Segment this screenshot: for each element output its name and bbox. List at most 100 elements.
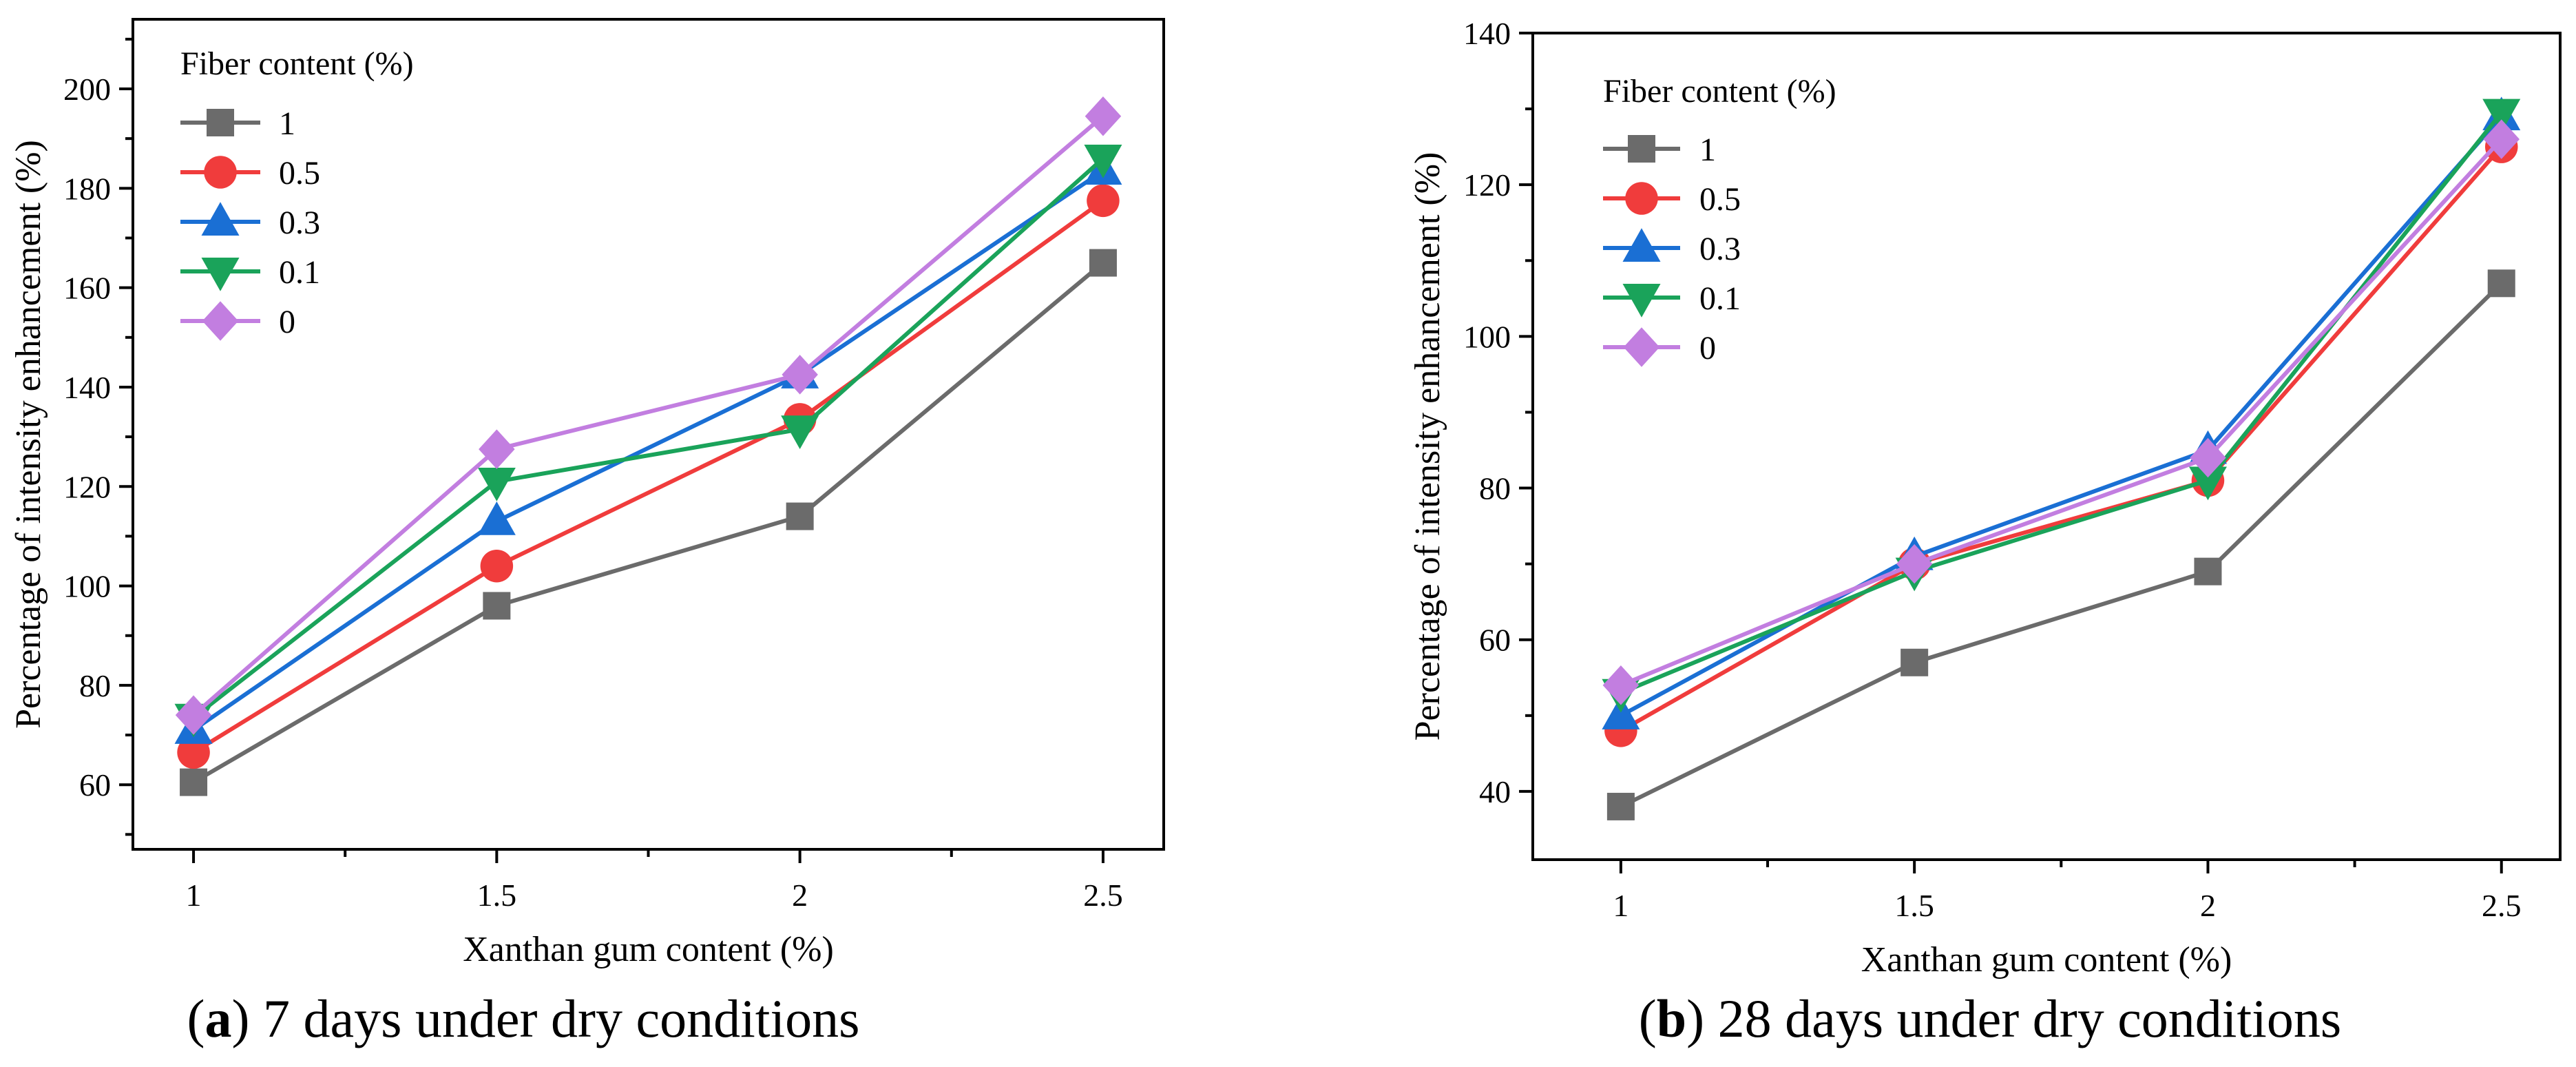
y-tick-label: 140: [63, 370, 111, 405]
legend-item: 0: [180, 301, 295, 341]
legend-item: 1: [1603, 132, 1716, 168]
legend-title: Fiber content (%): [180, 45, 414, 82]
x-tick-label: 2: [792, 878, 808, 913]
y-tick-label: 200: [63, 72, 111, 107]
data-point: [1602, 665, 1640, 705]
y-tick-label: 140: [1463, 16, 1511, 51]
legend-label: 0.5: [279, 155, 320, 191]
data-point: [786, 502, 814, 530]
data-point: [1896, 543, 1933, 584]
legend: Fiber content (%) 1 0.5 0.3 0.1 0: [1603, 73, 1836, 367]
x-tick-label: 1: [186, 878, 202, 913]
x-tick-label: 1.5: [477, 878, 517, 913]
series-line: [192, 198, 1104, 754]
legend-label: 0.1: [279, 254, 320, 291]
legend-item: 0.1: [180, 254, 320, 291]
plot-frame: [132, 18, 1165, 851]
data-point: [180, 768, 208, 796]
legend-item: 0.3: [180, 202, 320, 241]
data-point: [177, 736, 210, 769]
legend-item: 0.5: [1603, 181, 1741, 218]
data-point: [2483, 119, 2520, 159]
series-line: [1620, 138, 2503, 687]
y-tick-label: 60: [79, 767, 111, 802]
series-line: [1620, 282, 2503, 809]
data-point: [175, 695, 212, 735]
legend-marker: [1622, 284, 1661, 318]
legend-item: 0.5: [180, 155, 320, 191]
data-point: [479, 429, 515, 469]
caption-a-prefix: (: [187, 988, 205, 1048]
legend-item: 0.3: [1603, 228, 1741, 267]
legend-item: 1: [180, 105, 295, 142]
caption-a-text: ) 7 days under dry conditions: [231, 988, 859, 1048]
y-tick-label: 120: [63, 469, 111, 504]
y-tick-label: 100: [63, 569, 111, 604]
y-axis-title: Percentage of intensity enhancement (%): [1408, 152, 1447, 741]
x-tick-label: 2: [2200, 888, 2216, 923]
data-point: [483, 592, 511, 620]
caption-b-text: ) 28 days under dry conditions: [1686, 988, 2341, 1048]
series-1: [1606, 269, 2515, 820]
data-point: [781, 415, 819, 450]
y-tick-label: 40: [1479, 774, 1511, 809]
data-point: [2194, 557, 2222, 586]
caption-b-prefix: (: [1639, 988, 1657, 1048]
data-point: [1606, 792, 1635, 820]
y-axis-title: Percentage of intensity enhancement (%): [9, 140, 48, 729]
legend-title: Fiber content (%): [1603, 73, 1836, 110]
data-point: [1900, 648, 1929, 676]
y-tick-label: 160: [63, 271, 111, 306]
chart-b: 1 1.5 2 2.5 40 60 80 100 120 140 Xanthan gum conte…: [1408, 16, 2562, 980]
data-point: [477, 501, 516, 535]
x-tick-label: 2.5: [2482, 888, 2522, 923]
data-point: [2487, 269, 2515, 298]
legend-item: 0: [1603, 327, 1716, 367]
legend-label: 0: [1699, 330, 1716, 366]
series-0: [1602, 119, 2520, 705]
data-point: [2482, 99, 2521, 133]
y-tick-label: 180: [63, 171, 111, 206]
legend-label: 0.1: [1699, 280, 1741, 317]
data-point: [480, 549, 514, 583]
y-tick-label: 120: [1463, 167, 1511, 203]
x-tick-label: 1.5: [1894, 888, 1934, 923]
x-axis-title: Xanthan gum content (%): [1861, 940, 2232, 980]
legend-marker: [1628, 135, 1655, 163]
legend-label: 0: [279, 304, 295, 340]
legend-marker: [204, 156, 237, 189]
data-point: [2188, 466, 2227, 501]
data-point: [1087, 184, 1120, 218]
series-1: [180, 249, 1117, 796]
legend-marker: [202, 301, 239, 341]
caption-b-letter: b: [1657, 988, 1686, 1048]
plot-frame: [1531, 32, 2562, 861]
legend-marker: [201, 258, 240, 291]
x-tick-label: 2.5: [1083, 878, 1123, 913]
legend-marker: [1622, 228, 1661, 262]
series-line: [1620, 111, 2504, 695]
series-line: [192, 114, 1104, 717]
series-line: [192, 261, 1104, 785]
series-line: [192, 156, 1104, 720]
series-line: [1620, 115, 2503, 718]
legend: Fiber content (%) 1 0.5 0.3 0.1 0: [180, 45, 414, 341]
data-point: [477, 468, 516, 501]
data-point: [1084, 145, 1122, 178]
x-tick-label: 1: [1613, 888, 1629, 923]
legend-marker: [1623, 327, 1660, 367]
legend-marker: [207, 109, 234, 136]
y-tick-label: 80: [79, 668, 111, 703]
legend-item: 0.1: [1603, 280, 1741, 318]
caption-a: (a) 7 days under dry conditions: [187, 988, 860, 1048]
legend-marker: [1625, 182, 1658, 215]
y-tick-label: 100: [1463, 319, 1511, 354]
x-axis-title: Xanthan gum content (%): [463, 930, 834, 969]
chart-a: 1 1.5 2 2.5 60 80 100 120 140 160 180 200 Xanthan gu…: [9, 18, 1165, 969]
data-point: [782, 355, 818, 395]
y-tick-label: 60: [1479, 623, 1511, 658]
data-point: [1085, 96, 1122, 136]
legend-label: 0.3: [279, 205, 320, 241]
series-line: [192, 169, 1104, 732]
data-point: [2190, 437, 2226, 478]
